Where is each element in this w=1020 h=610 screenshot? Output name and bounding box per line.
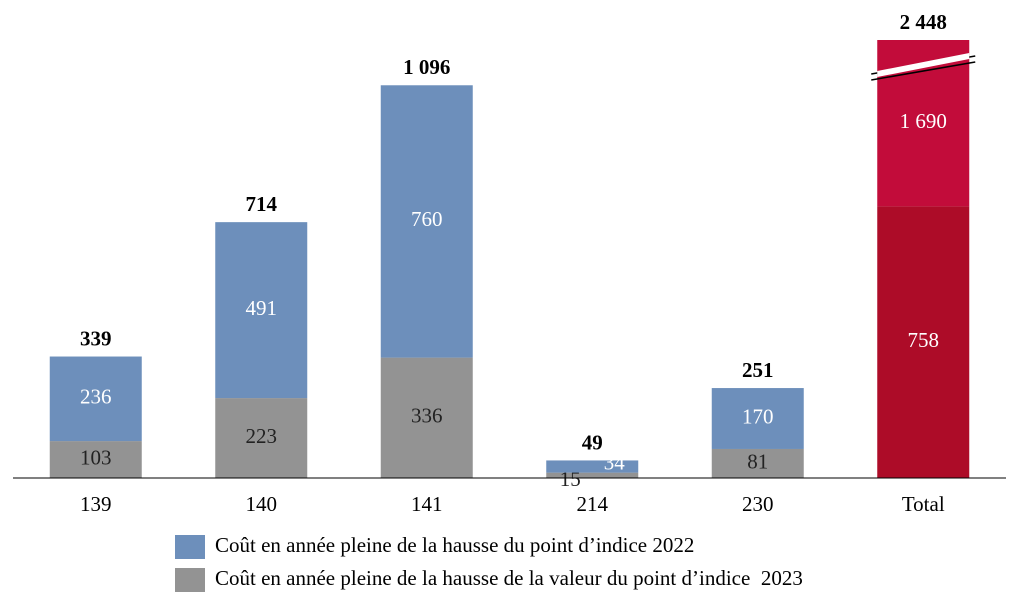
total-label: 251 [742,358,774,382]
total-label: 49 [582,430,603,454]
break-gap [877,53,970,77]
value-label: 491 [246,296,278,320]
bar-segment [380,357,473,478]
bar-segment [380,85,473,358]
x-tick-label: 140 [246,492,278,516]
total-label: 2 448 [900,10,947,34]
x-tick-label: 141 [411,492,443,516]
bar-segment [546,472,639,478]
x-tick-label: 230 [742,492,774,516]
x-tick-label: 139 [80,492,112,516]
legend-label: Coût en année pleine de la hausse du poi… [215,533,694,557]
x-tick-label: 214 [577,492,609,516]
value-label: 236 [80,385,112,409]
value-label: 170 [742,404,774,428]
total-label: 1 096 [403,55,450,79]
legend-label: Coût en année pleine de la hausse de la … [215,566,803,590]
legend-swatch [175,568,205,592]
legend-swatch [175,535,205,559]
bar-segment [215,398,308,478]
value-label: 1 690 [900,109,947,133]
bar-segment [711,388,804,449]
value-label: 103 [80,445,112,469]
total-label: 714 [246,192,278,216]
value-label: 15 [560,467,581,491]
bar-segment [877,206,970,478]
bar-segment [711,448,804,478]
value-label: 758 [908,328,940,352]
bar-segment [546,460,639,473]
bar-segment [215,222,308,399]
x-tick-label: Total [902,492,945,516]
value-label: 34 [604,450,626,474]
value-label: 336 [411,404,443,428]
bar-segment [49,441,142,478]
value-label: 223 [246,424,278,448]
total-label: 339 [80,326,112,350]
value-label: 81 [747,449,768,473]
bar-segment [49,356,142,442]
value-label: 760 [411,207,443,231]
